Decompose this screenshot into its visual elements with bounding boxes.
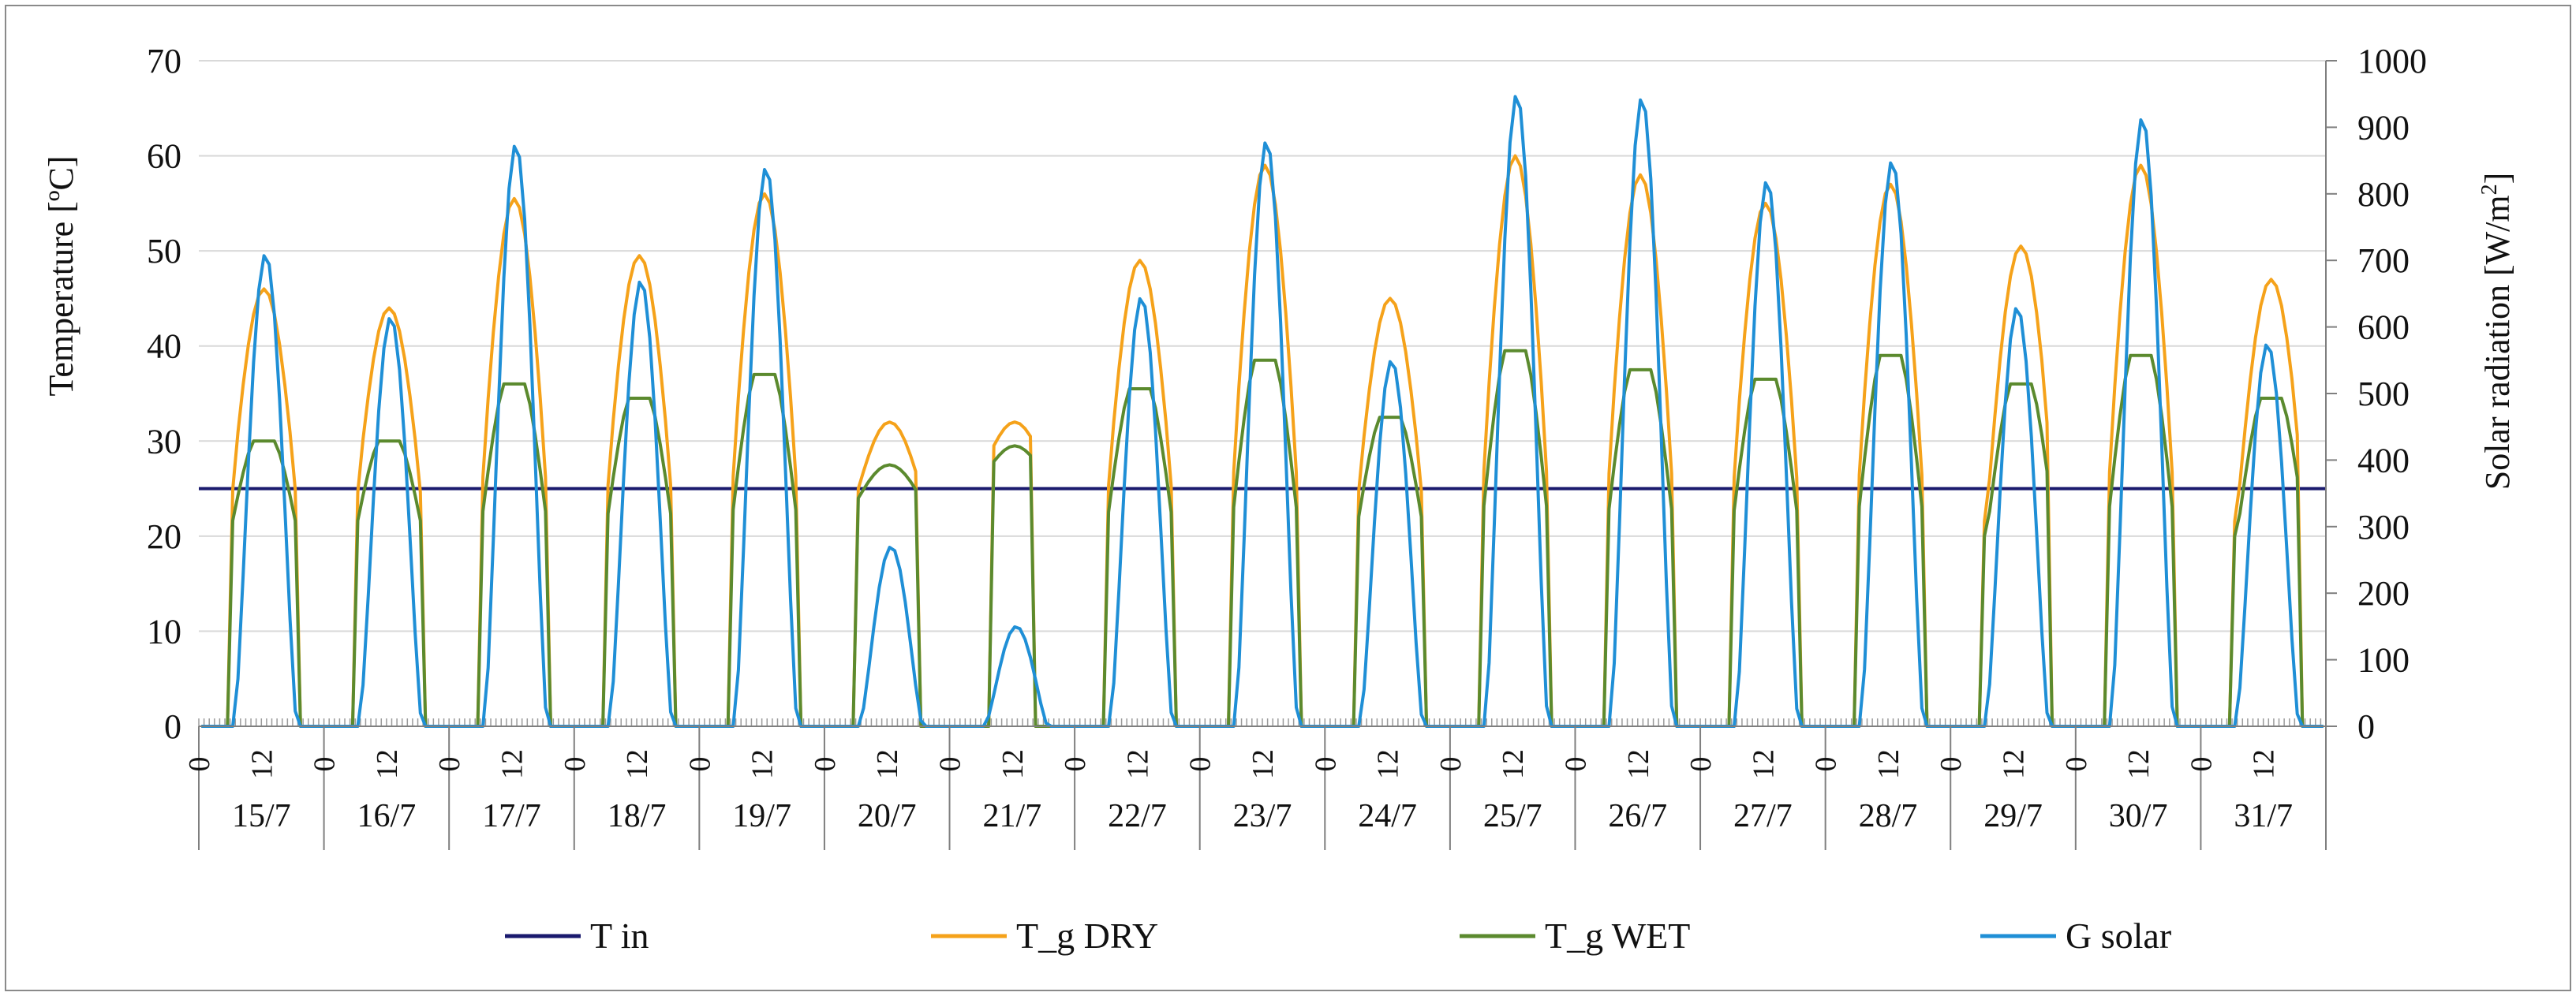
hour-tick-label: 12	[1747, 749, 1780, 779]
right-tick-label: 600	[2357, 308, 2410, 347]
hour-tick-label: 0	[308, 757, 342, 772]
hour-tick-label: 12	[1622, 749, 1655, 779]
hour-tick-label: 12	[1998, 749, 2031, 779]
hour-tick-label: 12	[746, 749, 780, 779]
day-label: 24/7	[1358, 798, 1417, 834]
day-label: 28/7	[1859, 798, 1918, 834]
day-label: 30/7	[2109, 798, 2168, 834]
hour-tick-label: 0	[2060, 757, 2093, 772]
right-tick-label: 1000	[2357, 42, 2427, 80]
hour-tick-label: 0	[934, 757, 967, 772]
left-tick-label: 30	[147, 422, 181, 461]
day-label: 29/7	[1983, 798, 2043, 834]
hour-tick-label: 12	[996, 749, 1030, 779]
left-tick-label: 0	[164, 707, 181, 746]
right-tick-label: 300	[2357, 508, 2410, 546]
day-label: 23/7	[1233, 798, 1292, 834]
hour-tick-label: 0	[1559, 757, 1592, 772]
x-ticks: 15/7 0 12 16/7 0 12 17/7 0 12 18/7 0 12 19/7 0 12 20/7 0…	[183, 749, 2293, 834]
right-y-axis-title-sup: 2	[2477, 184, 2502, 195]
left-tick-label: 60	[147, 137, 181, 176]
right-y-axis-title-main: Solar radiation [W/m	[2478, 195, 2517, 490]
hour-tick-label: 12	[1247, 749, 1280, 779]
hour-tick-label: 0	[1059, 757, 1092, 772]
hour-tick-label: 12	[371, 749, 404, 779]
day-label: 19/7	[732, 798, 791, 834]
grid	[199, 60, 2326, 632]
right-tick-label: 0	[2357, 707, 2375, 746]
right-tick-label: 800	[2357, 175, 2410, 214]
right-tick-label: 500	[2357, 375, 2410, 413]
legend-label: T in	[590, 916, 649, 956]
right-y-ticks: 0 100 200 300 400 500 600 700 800 900 1000	[2357, 42, 2427, 746]
hour-tick-label: 12	[1872, 749, 1905, 779]
right-y-axis-title-end: ]	[2478, 173, 2517, 185]
hour-tick-label: 0	[809, 757, 842, 772]
left-y-axis-title: Temperature [ºC]	[42, 156, 80, 397]
left-tick-label: 20	[147, 517, 181, 556]
hour-tick-label: 12	[1372, 749, 1405, 779]
hour-tick-label: 12	[871, 749, 904, 779]
right-tick-label: 700	[2357, 241, 2410, 280]
hour-tick-label: 0	[183, 757, 216, 772]
hour-tick-label: 12	[1121, 749, 1154, 779]
hour-tick-label: 0	[1309, 757, 1342, 772]
day-label: 15/7	[232, 798, 291, 834]
right-tick-label: 400	[2357, 441, 2410, 479]
hour-tick-label: 0	[1434, 757, 1467, 772]
hour-tick-label: 0	[2185, 757, 2218, 772]
hour-tick-label: 0	[559, 757, 592, 772]
right-tick-label: 200	[2357, 574, 2410, 613]
day-label: 26/7	[1608, 798, 1667, 834]
hour-tick-label: 12	[1497, 749, 1530, 779]
right-tick-label: 900	[2357, 108, 2410, 147]
day-label: 16/7	[357, 798, 417, 834]
day-label: 17/7	[482, 798, 541, 834]
day-label: 22/7	[1108, 798, 1167, 834]
hour-tick-label: 0	[1810, 757, 1843, 772]
baseline-markers	[198, 718, 2327, 726]
axes	[198, 60, 2337, 850]
legend-label: T_g WET	[1545, 916, 1690, 956]
legend-label: G solar	[2066, 916, 2171, 956]
day-label: 21/7	[982, 798, 1041, 834]
hour-tick-label: 0	[433, 757, 466, 772]
hour-tick-label: 12	[2248, 749, 2281, 779]
hour-tick-label: 0	[683, 757, 716, 772]
hour-tick-label: 0	[1184, 757, 1217, 772]
hour-tick-label: 12	[245, 749, 279, 779]
right-tick-label: 100	[2357, 641, 2410, 680]
left-tick-label: 50	[147, 232, 181, 270]
left-y-ticks: 0 10 20 30 40 50 60 70	[147, 42, 181, 746]
hour-tick-label: 0	[1935, 757, 1968, 772]
hour-tick-label: 0	[1684, 757, 1718, 772]
day-label: 25/7	[1483, 798, 1542, 834]
hour-tick-label: 12	[495, 749, 529, 779]
hour-tick-label: 12	[2122, 749, 2155, 779]
hour-tick-label: 12	[621, 749, 654, 779]
right-y-axis-title: Solar radiation [W/m2]	[2477, 173, 2517, 491]
day-label: 20/7	[858, 798, 917, 834]
legend: T in T_g DRY T_g WET G solar	[505, 916, 2171, 956]
left-tick-label: 40	[147, 327, 181, 366]
day-label: 31/7	[2234, 798, 2293, 834]
left-tick-label: 70	[147, 42, 181, 80]
day-label: 18/7	[608, 798, 667, 834]
day-label: 27/7	[1733, 798, 1793, 834]
left-tick-label: 10	[147, 612, 181, 651]
legend-label: T_g DRY	[1016, 916, 1158, 956]
